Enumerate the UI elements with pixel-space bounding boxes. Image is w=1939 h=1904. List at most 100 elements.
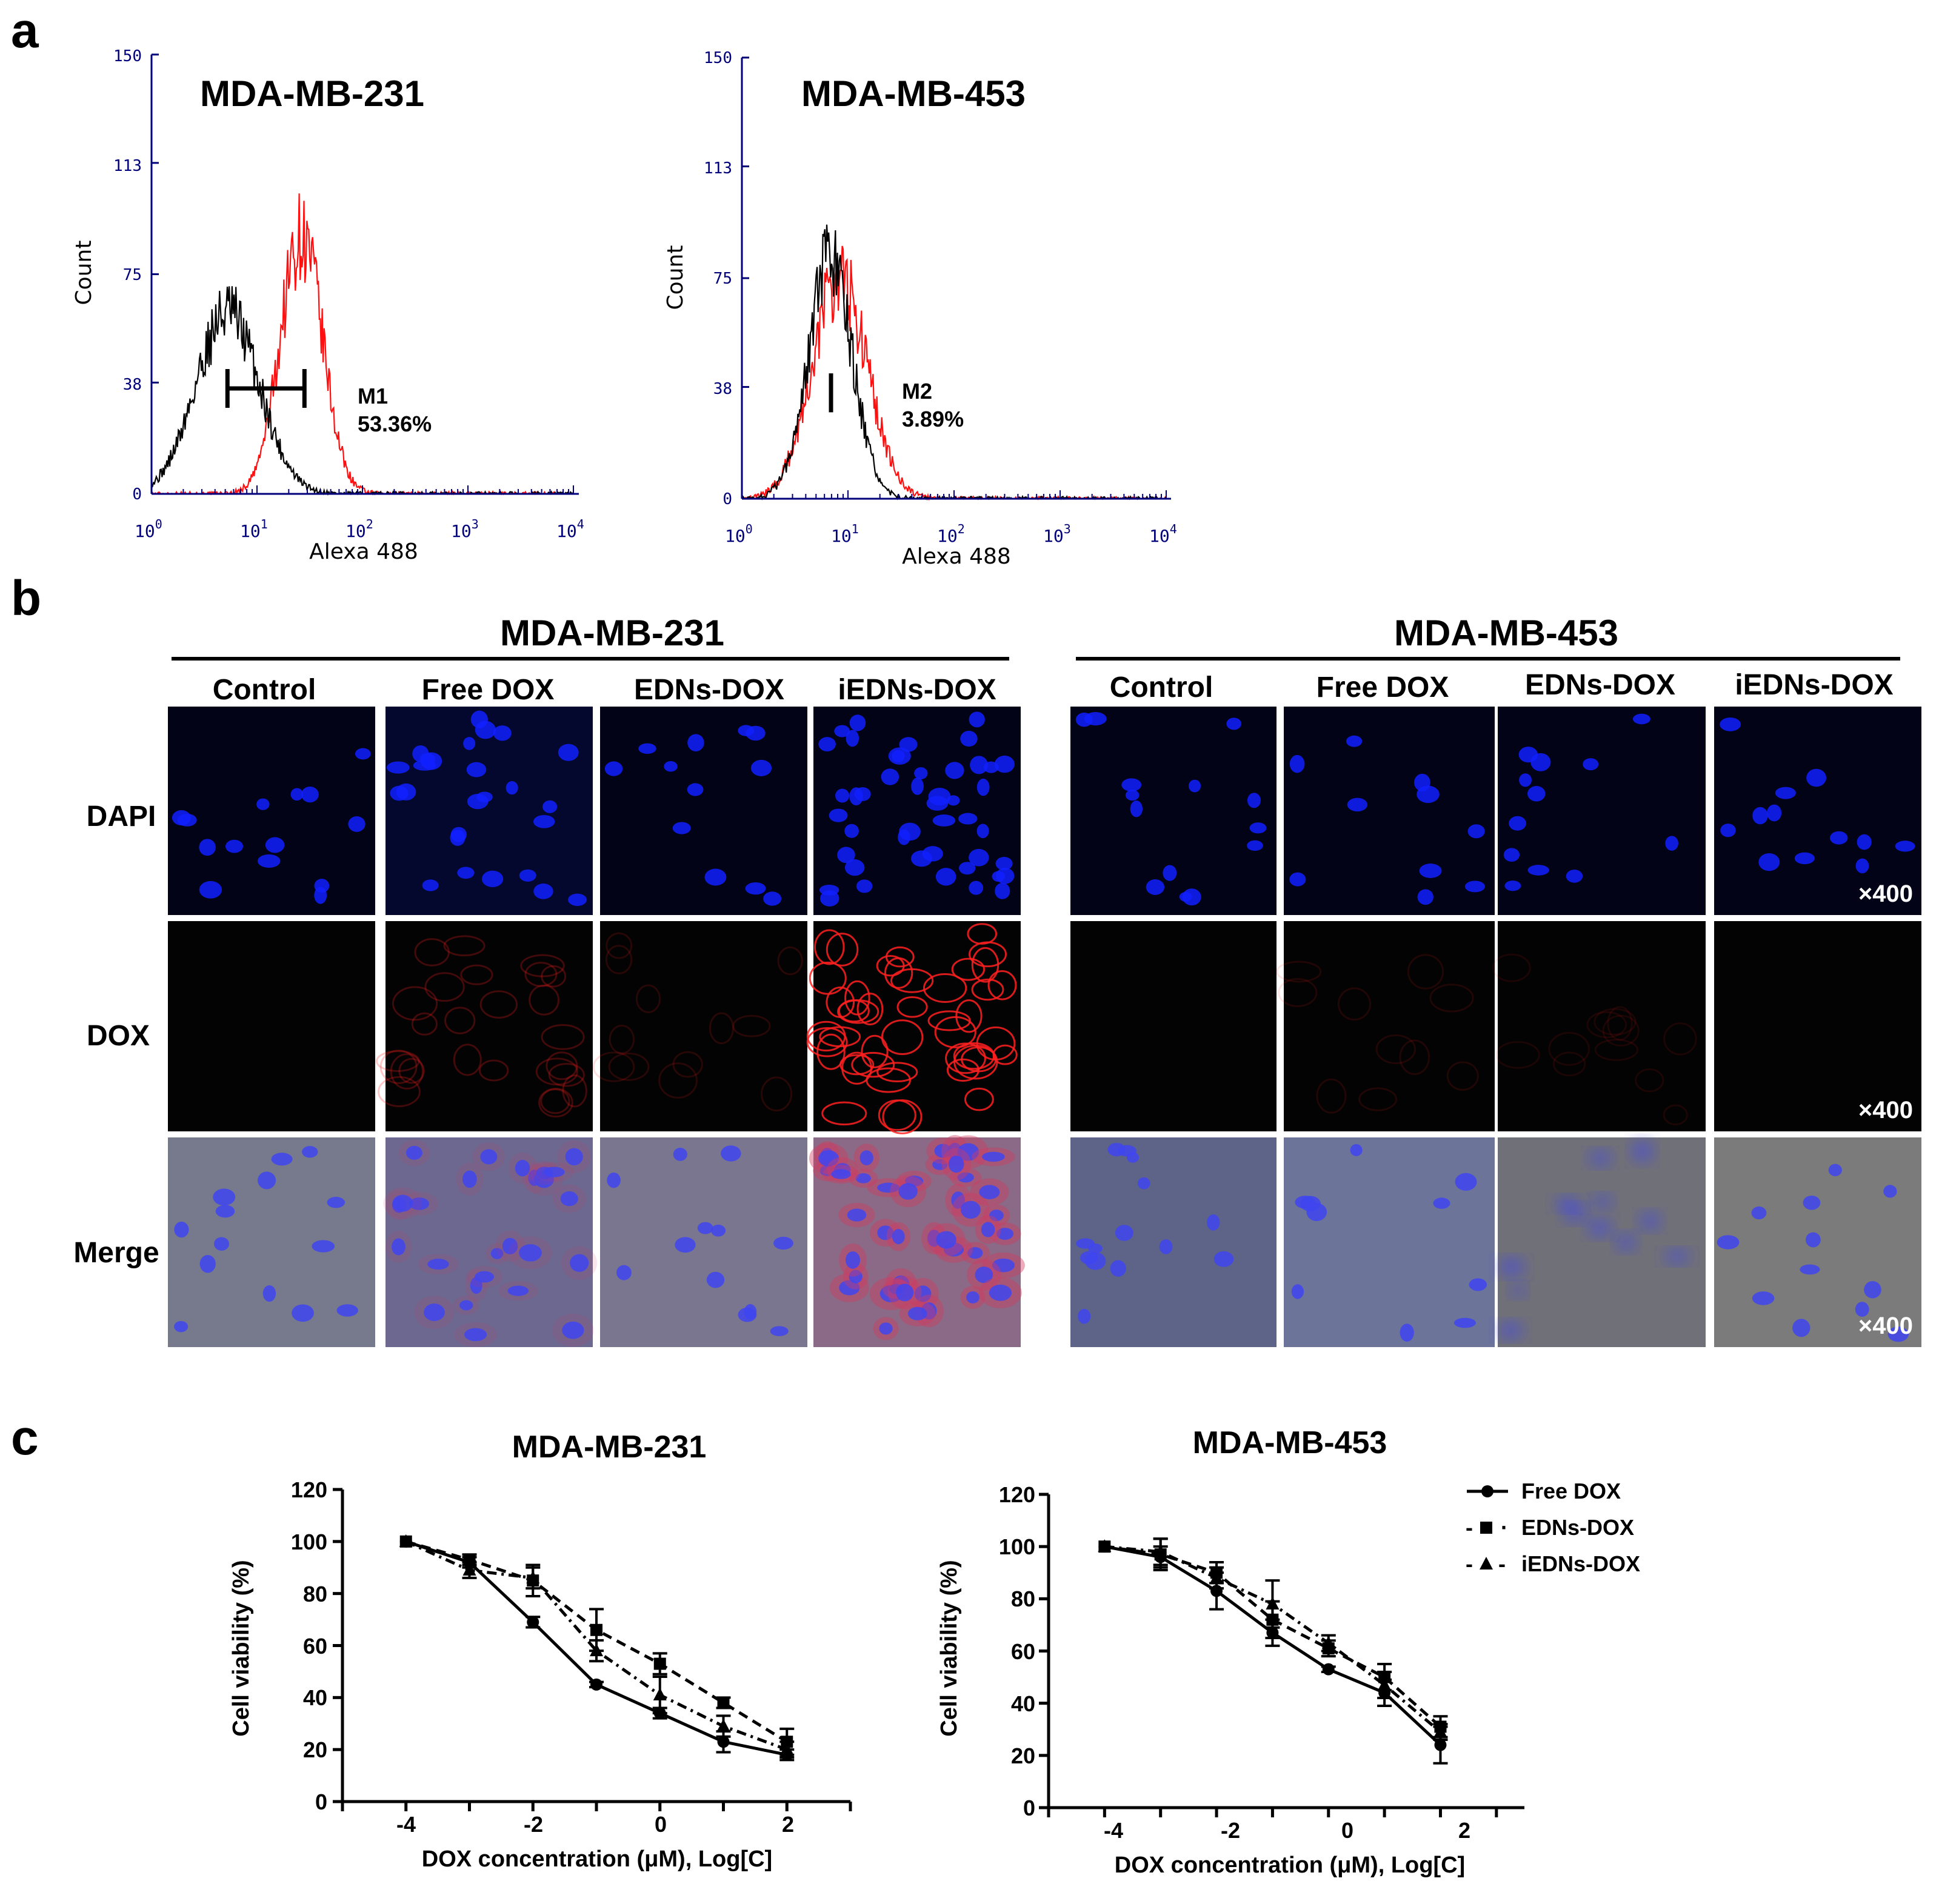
dox-signal bbox=[541, 1024, 585, 1050]
data-point bbox=[526, 1570, 540, 1583]
dox-signal bbox=[538, 1088, 573, 1118]
nucleus bbox=[1469, 1278, 1487, 1291]
nucleus bbox=[312, 1240, 335, 1253]
error-bar-caps bbox=[652, 1652, 667, 1676]
nucleus bbox=[926, 796, 949, 811]
micrograph-tile bbox=[1284, 1137, 1495, 1347]
nucleus bbox=[992, 871, 1006, 882]
dox-signal bbox=[839, 1054, 875, 1076]
nucleus bbox=[849, 714, 866, 731]
nucleus bbox=[519, 869, 536, 882]
dox-signal bbox=[951, 957, 986, 981]
x-tick-marks bbox=[341, 1802, 852, 1811]
dox-signal bbox=[1663, 1104, 1688, 1126]
error-bar-caps bbox=[779, 1740, 795, 1759]
dox-signal bbox=[444, 1007, 476, 1034]
nucleus bbox=[1455, 1173, 1477, 1191]
nucleus bbox=[490, 1248, 504, 1259]
dox-signal bbox=[861, 1034, 889, 1068]
nucleus bbox=[1617, 1235, 1635, 1250]
nucleus bbox=[1887, 1326, 1909, 1342]
dox-signal bbox=[813, 929, 845, 965]
micrograph-tile: ×400 bbox=[1714, 921, 1921, 1131]
dox-signal bbox=[606, 932, 633, 959]
tile-background bbox=[1284, 921, 1495, 1131]
data-point bbox=[653, 1657, 666, 1670]
dox-signal bbox=[953, 1042, 995, 1070]
legend-marker-square bbox=[1480, 1522, 1492, 1534]
x-tick-label: 2 bbox=[782, 1812, 794, 1837]
nucleus bbox=[463, 737, 476, 750]
viability-series bbox=[1098, 1537, 1448, 1765]
nucleus bbox=[422, 879, 439, 891]
nucleus bbox=[257, 854, 281, 868]
nucleus bbox=[199, 880, 222, 899]
dox-signal bbox=[453, 1044, 482, 1076]
dox-signal bbox=[414, 938, 450, 967]
y-axis-label: Cell viability (%) bbox=[936, 1560, 962, 1736]
nucleus bbox=[466, 762, 487, 777]
nucleus bbox=[336, 1304, 358, 1317]
dox-signal bbox=[1607, 1006, 1633, 1041]
x-tick-label: 101 bbox=[240, 517, 268, 541]
nucleus bbox=[932, 814, 956, 827]
x-tick-label: 103 bbox=[451, 517, 479, 541]
nucleus bbox=[839, 1280, 860, 1296]
dox-signal bbox=[955, 999, 983, 1033]
nucleus bbox=[542, 800, 558, 813]
dox-signal bbox=[876, 1062, 918, 1082]
nucleus bbox=[881, 768, 899, 785]
nucleus bbox=[475, 1271, 495, 1283]
data-point bbox=[1378, 1677, 1392, 1691]
nucleus bbox=[1115, 1225, 1133, 1241]
x-tick-label: 104 bbox=[1149, 522, 1177, 546]
nucleus bbox=[831, 1169, 851, 1179]
y-tick-labels: 0 38 75 113 150 bbox=[704, 49, 732, 508]
dox-signal bbox=[520, 954, 565, 977]
dox-signal bbox=[379, 1050, 418, 1084]
y-tick-label: 120 bbox=[999, 1482, 1035, 1507]
nucleus bbox=[744, 1304, 757, 1320]
legend-item-free-dox: Free DOX bbox=[1521, 1479, 1621, 1503]
nucleus bbox=[969, 711, 985, 728]
row-label-merge: Merge bbox=[73, 1237, 159, 1269]
y-tick-label: 80 bbox=[1011, 1586, 1035, 1611]
dox-signal bbox=[1548, 1031, 1590, 1066]
nucleus bbox=[1794, 852, 1815, 865]
nucleus bbox=[829, 808, 848, 822]
error-bar-caps bbox=[1265, 1579, 1280, 1629]
micrograph-tile bbox=[168, 1137, 375, 1347]
flow-chart-mda-mb-231: MDA-MB-231 0 38 75 113 150 100 101 102 1… bbox=[72, 47, 584, 564]
dox-signal bbox=[821, 1101, 867, 1126]
nucleus bbox=[450, 830, 466, 846]
nucleus bbox=[290, 788, 304, 801]
nucleus bbox=[533, 814, 555, 828]
dox-signal bbox=[1429, 984, 1474, 1013]
tile-background bbox=[1714, 707, 1921, 915]
nucleus bbox=[856, 879, 873, 893]
nucleus bbox=[262, 1285, 276, 1302]
nucleus bbox=[480, 1149, 498, 1165]
x-tick-label: 0 bbox=[1341, 1818, 1353, 1843]
data-point bbox=[399, 1534, 413, 1547]
nucleus bbox=[543, 1167, 565, 1177]
micrograph-tile: ×400 bbox=[1714, 1137, 1921, 1347]
nucleus bbox=[960, 730, 978, 747]
nucleus bbox=[507, 1285, 529, 1296]
tile-background bbox=[1498, 1137, 1706, 1347]
viability-chart-mda-mb-453: MDA-MB-453 0 20 40 60 80 100 120 -4 -2 0… bbox=[936, 1425, 1524, 1878]
nucleus bbox=[1792, 1319, 1811, 1337]
nucleus bbox=[898, 829, 910, 845]
nucleus bbox=[855, 1173, 871, 1183]
nucleus bbox=[565, 1148, 583, 1166]
dox-signal bbox=[777, 946, 803, 976]
nucleus bbox=[481, 870, 504, 887]
nucleus bbox=[914, 767, 928, 780]
dox-signal bbox=[1407, 954, 1444, 990]
nucleus bbox=[896, 1283, 914, 1302]
nucleus bbox=[704, 868, 727, 886]
nucleus bbox=[1720, 824, 1736, 837]
dox-signal bbox=[609, 1024, 635, 1054]
row-label-dapi: DAPI bbox=[87, 801, 156, 833]
dox-signal bbox=[856, 993, 884, 1026]
